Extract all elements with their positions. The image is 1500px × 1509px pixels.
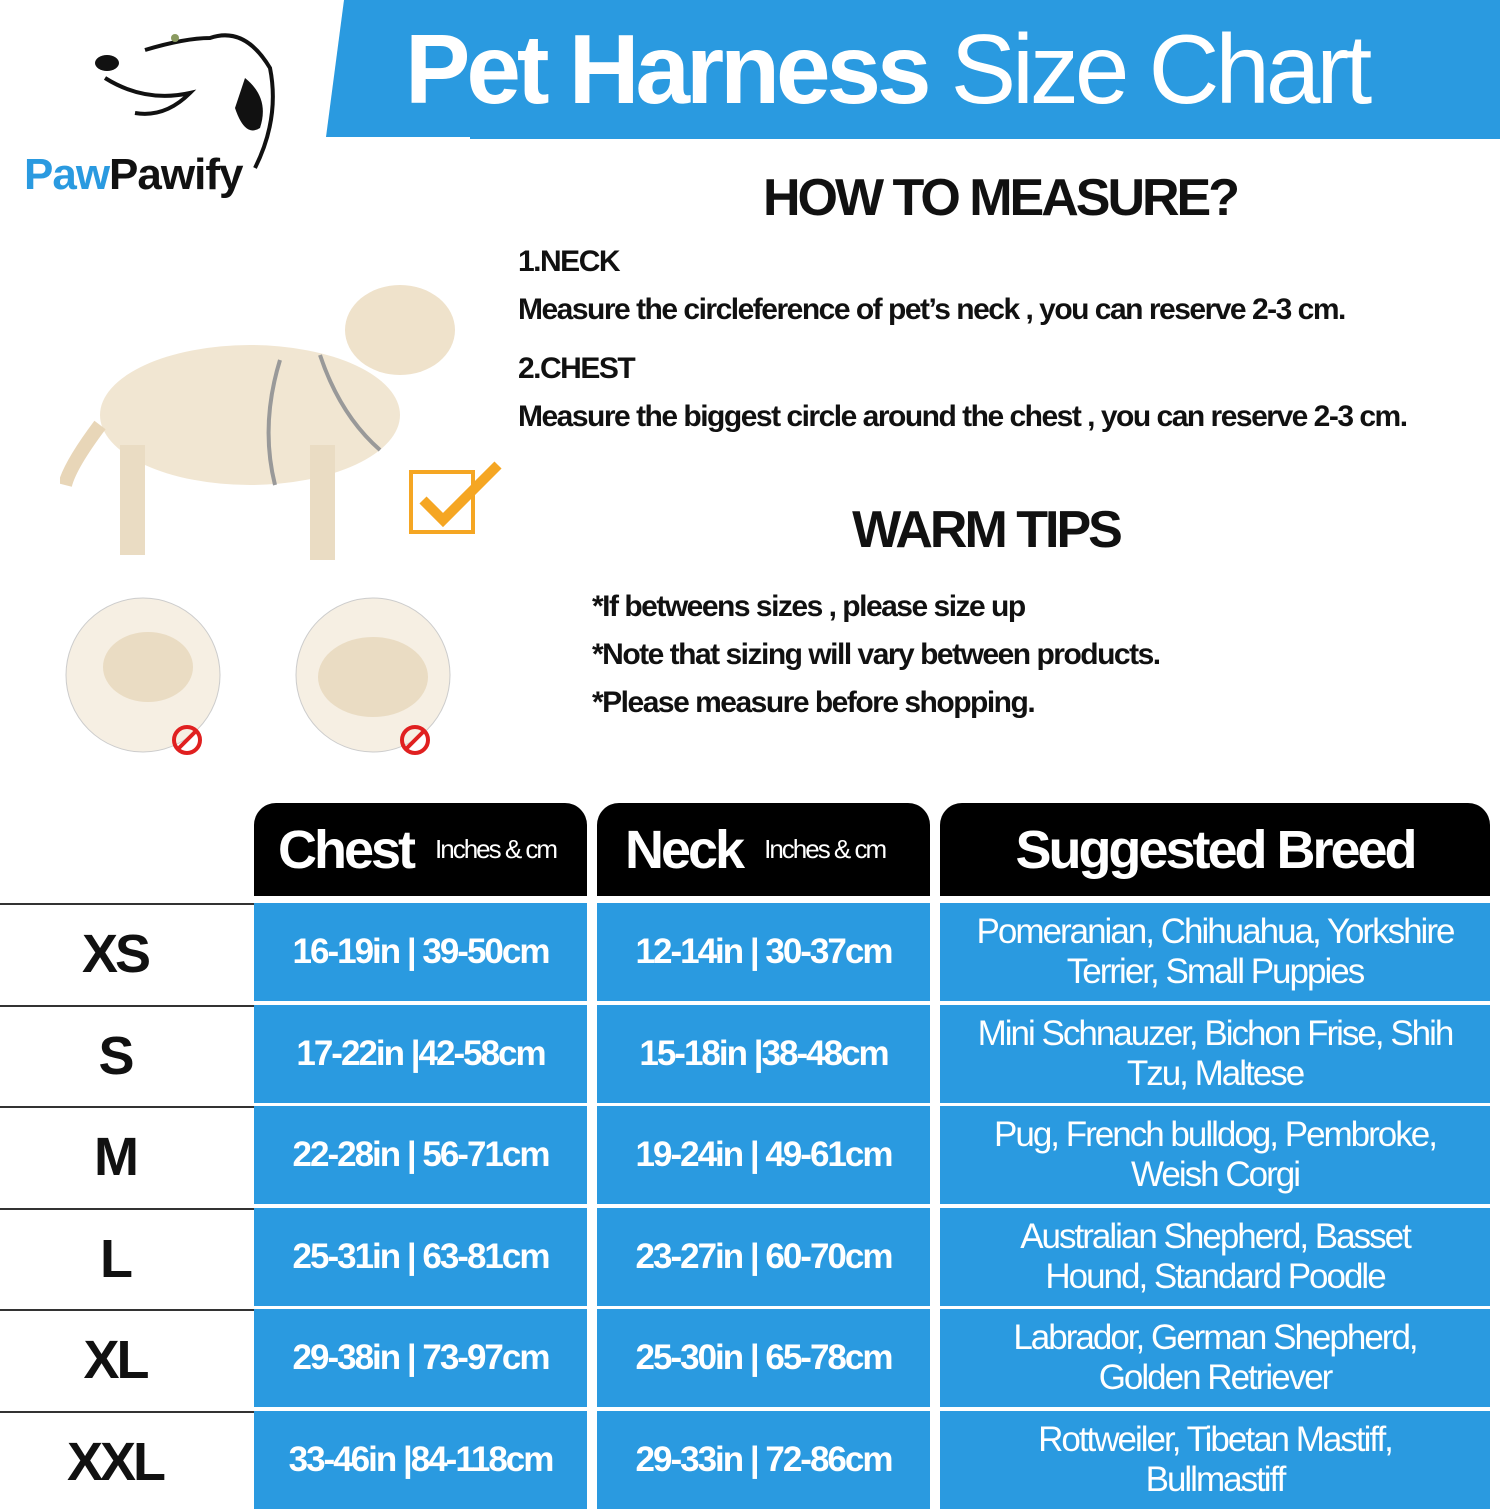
dog-measure-image bbox=[60, 285, 455, 560]
breed-cell: Australian Shepherd, Basset Hound, Stand… bbox=[940, 1207, 1490, 1306]
wrong-chest-image bbox=[295, 597, 451, 755]
tip-item: *If betweens sizes , please size up bbox=[592, 590, 1026, 623]
breed-header-label: Suggested Breed bbox=[1015, 819, 1417, 880]
chest-cell: 22-28in | 56-71cm bbox=[254, 1106, 587, 1204]
neck-header-label: Neck bbox=[625, 819, 745, 880]
row-divider bbox=[0, 1106, 254, 1108]
how-to-measure-heading: HOW TO MEASURE? bbox=[762, 169, 1240, 227]
breed-header: Suggested Breed bbox=[940, 803, 1490, 896]
brand-part1: Paw bbox=[24, 150, 110, 199]
neck-cell: 15-18in |38-48cm bbox=[597, 1004, 930, 1103]
chest-cell: 25-31in | 63-81cm bbox=[254, 1207, 587, 1306]
neck-unit: Inches & cm bbox=[764, 834, 887, 864]
size-label: S bbox=[98, 1025, 134, 1086]
title-underline bbox=[470, 137, 1500, 139]
size-label: XXL bbox=[66, 1431, 166, 1492]
neck-cell: 25-30in | 65-78cm bbox=[597, 1309, 930, 1407]
step-chest-label: 2.CHEST bbox=[518, 352, 636, 385]
row-divider bbox=[0, 1410, 254, 1413]
wrong-neck-image bbox=[65, 597, 221, 755]
step-neck-text: Measure the circleference of pet’s neck … bbox=[518, 293, 1346, 326]
warm-tips-heading: WARM TIPS bbox=[852, 501, 1123, 559]
page-title: Pet Harness Size Chart bbox=[405, 14, 1373, 124]
check-icon bbox=[409, 461, 502, 534]
chest-cell: 17-22in |42-58cm bbox=[254, 1004, 587, 1103]
title-bold: Pet Harness bbox=[405, 14, 932, 124]
step-neck-label: 1.NECK bbox=[518, 245, 621, 278]
tip-item: *Note that sizing will vary between prod… bbox=[592, 638, 1161, 671]
breed-cell: Pomeranian, Chihuahua, Yorkshire Terrier… bbox=[940, 903, 1490, 1001]
row-divider bbox=[0, 903, 254, 905]
size-label: XS bbox=[81, 924, 151, 984]
title-banner bbox=[326, 0, 1500, 137]
breed-cell: Labrador, German Shepherd, Golden Retrie… bbox=[940, 1309, 1490, 1407]
chest-header-label: Chest bbox=[278, 819, 416, 880]
size-label: L bbox=[100, 1228, 133, 1289]
row-divider bbox=[0, 1004, 254, 1007]
size-label: M bbox=[94, 1127, 139, 1187]
chest-header: Chest Inches & cm bbox=[254, 803, 587, 896]
breed-cell: Mini Schnauzer, Bichon Frise, Shih Tzu, … bbox=[940, 1004, 1490, 1103]
tip-item: *Please measure before shopping. bbox=[592, 686, 1036, 719]
neck-cell: 23-27in | 60-70cm bbox=[597, 1207, 930, 1306]
row-divider bbox=[0, 1309, 254, 1311]
brand-part2: Pawify bbox=[109, 150, 243, 199]
neck-header: Neck Inches & cm bbox=[597, 803, 930, 896]
chest-cell: 29-38in | 73-97cm bbox=[254, 1309, 587, 1407]
neck-cell: 19-24in | 49-61cm bbox=[597, 1106, 930, 1204]
dog-logo-icon bbox=[95, 33, 275, 169]
breed-cell: Pug, French bulldog, Pembroke, Weish Cor… bbox=[940, 1106, 1490, 1204]
chest-cell: 16-19in | 39-50cm bbox=[254, 903, 587, 1001]
neck-cell: 12-14in | 30-37cm bbox=[597, 903, 930, 1001]
breed-cell: Rottweiler, Tibetan Mastiff, Bullmastiff bbox=[940, 1410, 1490, 1509]
title-light: Size Chart bbox=[950, 14, 1373, 124]
chest-cell: 33-46in |84-118cm bbox=[254, 1410, 587, 1509]
size-label: XL bbox=[83, 1330, 149, 1390]
step-chest-text: Measure the biggest circle around the ch… bbox=[518, 400, 1408, 433]
brand-logo: PawPawify bbox=[24, 150, 243, 200]
row-divider bbox=[0, 1207, 254, 1210]
neck-cell: 29-33in | 72-86cm bbox=[597, 1410, 930, 1509]
chest-unit: Inches & cm bbox=[435, 834, 558, 864]
